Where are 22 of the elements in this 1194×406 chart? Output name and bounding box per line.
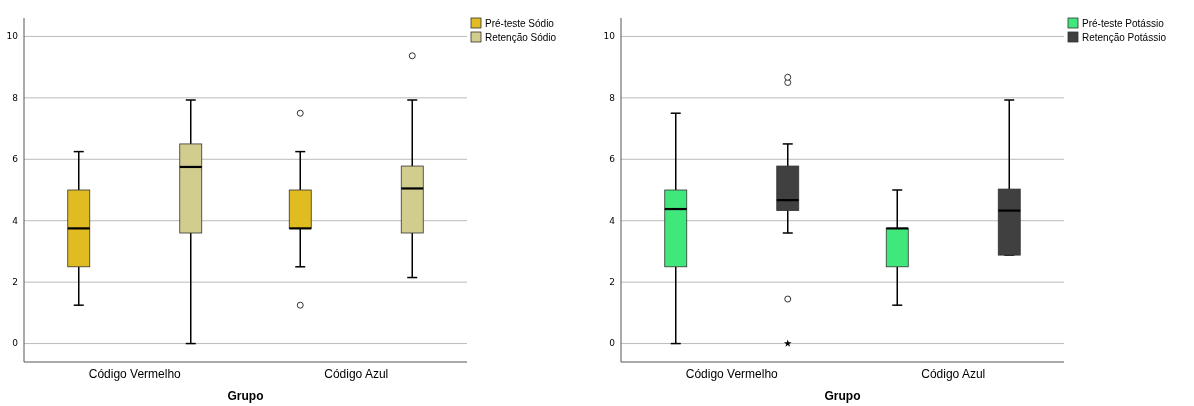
legend-label: Retenção Potássio [1082,32,1167,43]
legend-label: Retenção Sódio [485,32,557,43]
y-tick-label: 8 [609,92,616,103]
x-tick-label: Código Vermelho [685,367,779,381]
y-tick-label: 2 [609,277,615,288]
x-tick-label: Código Azul [921,367,986,381]
x-tick-label: Código Vermelho [88,367,182,381]
y-tick-label: 2 [12,277,18,288]
x-axis-title: Grupo [227,389,264,403]
y-tick-label: 4 [12,215,19,226]
y-tick-label: 0 [12,338,19,349]
x-tick-label: Código Azul [324,367,389,381]
legend-label: Pré-teste Potássio [1082,18,1165,29]
y-tick-label: 10 [6,31,19,42]
legend-label: Pré-teste Sódio [485,18,555,29]
y-tick-label: 6 [12,154,19,165]
y-tick-label: 10 [603,31,616,42]
y-tick-label: 8 [12,92,19,103]
x-axis-title: Grupo [824,389,861,403]
y-tick-label: 0 [609,338,616,349]
y-tick-label: 4 [609,215,616,226]
y-tick-label: 6 [609,154,616,165]
